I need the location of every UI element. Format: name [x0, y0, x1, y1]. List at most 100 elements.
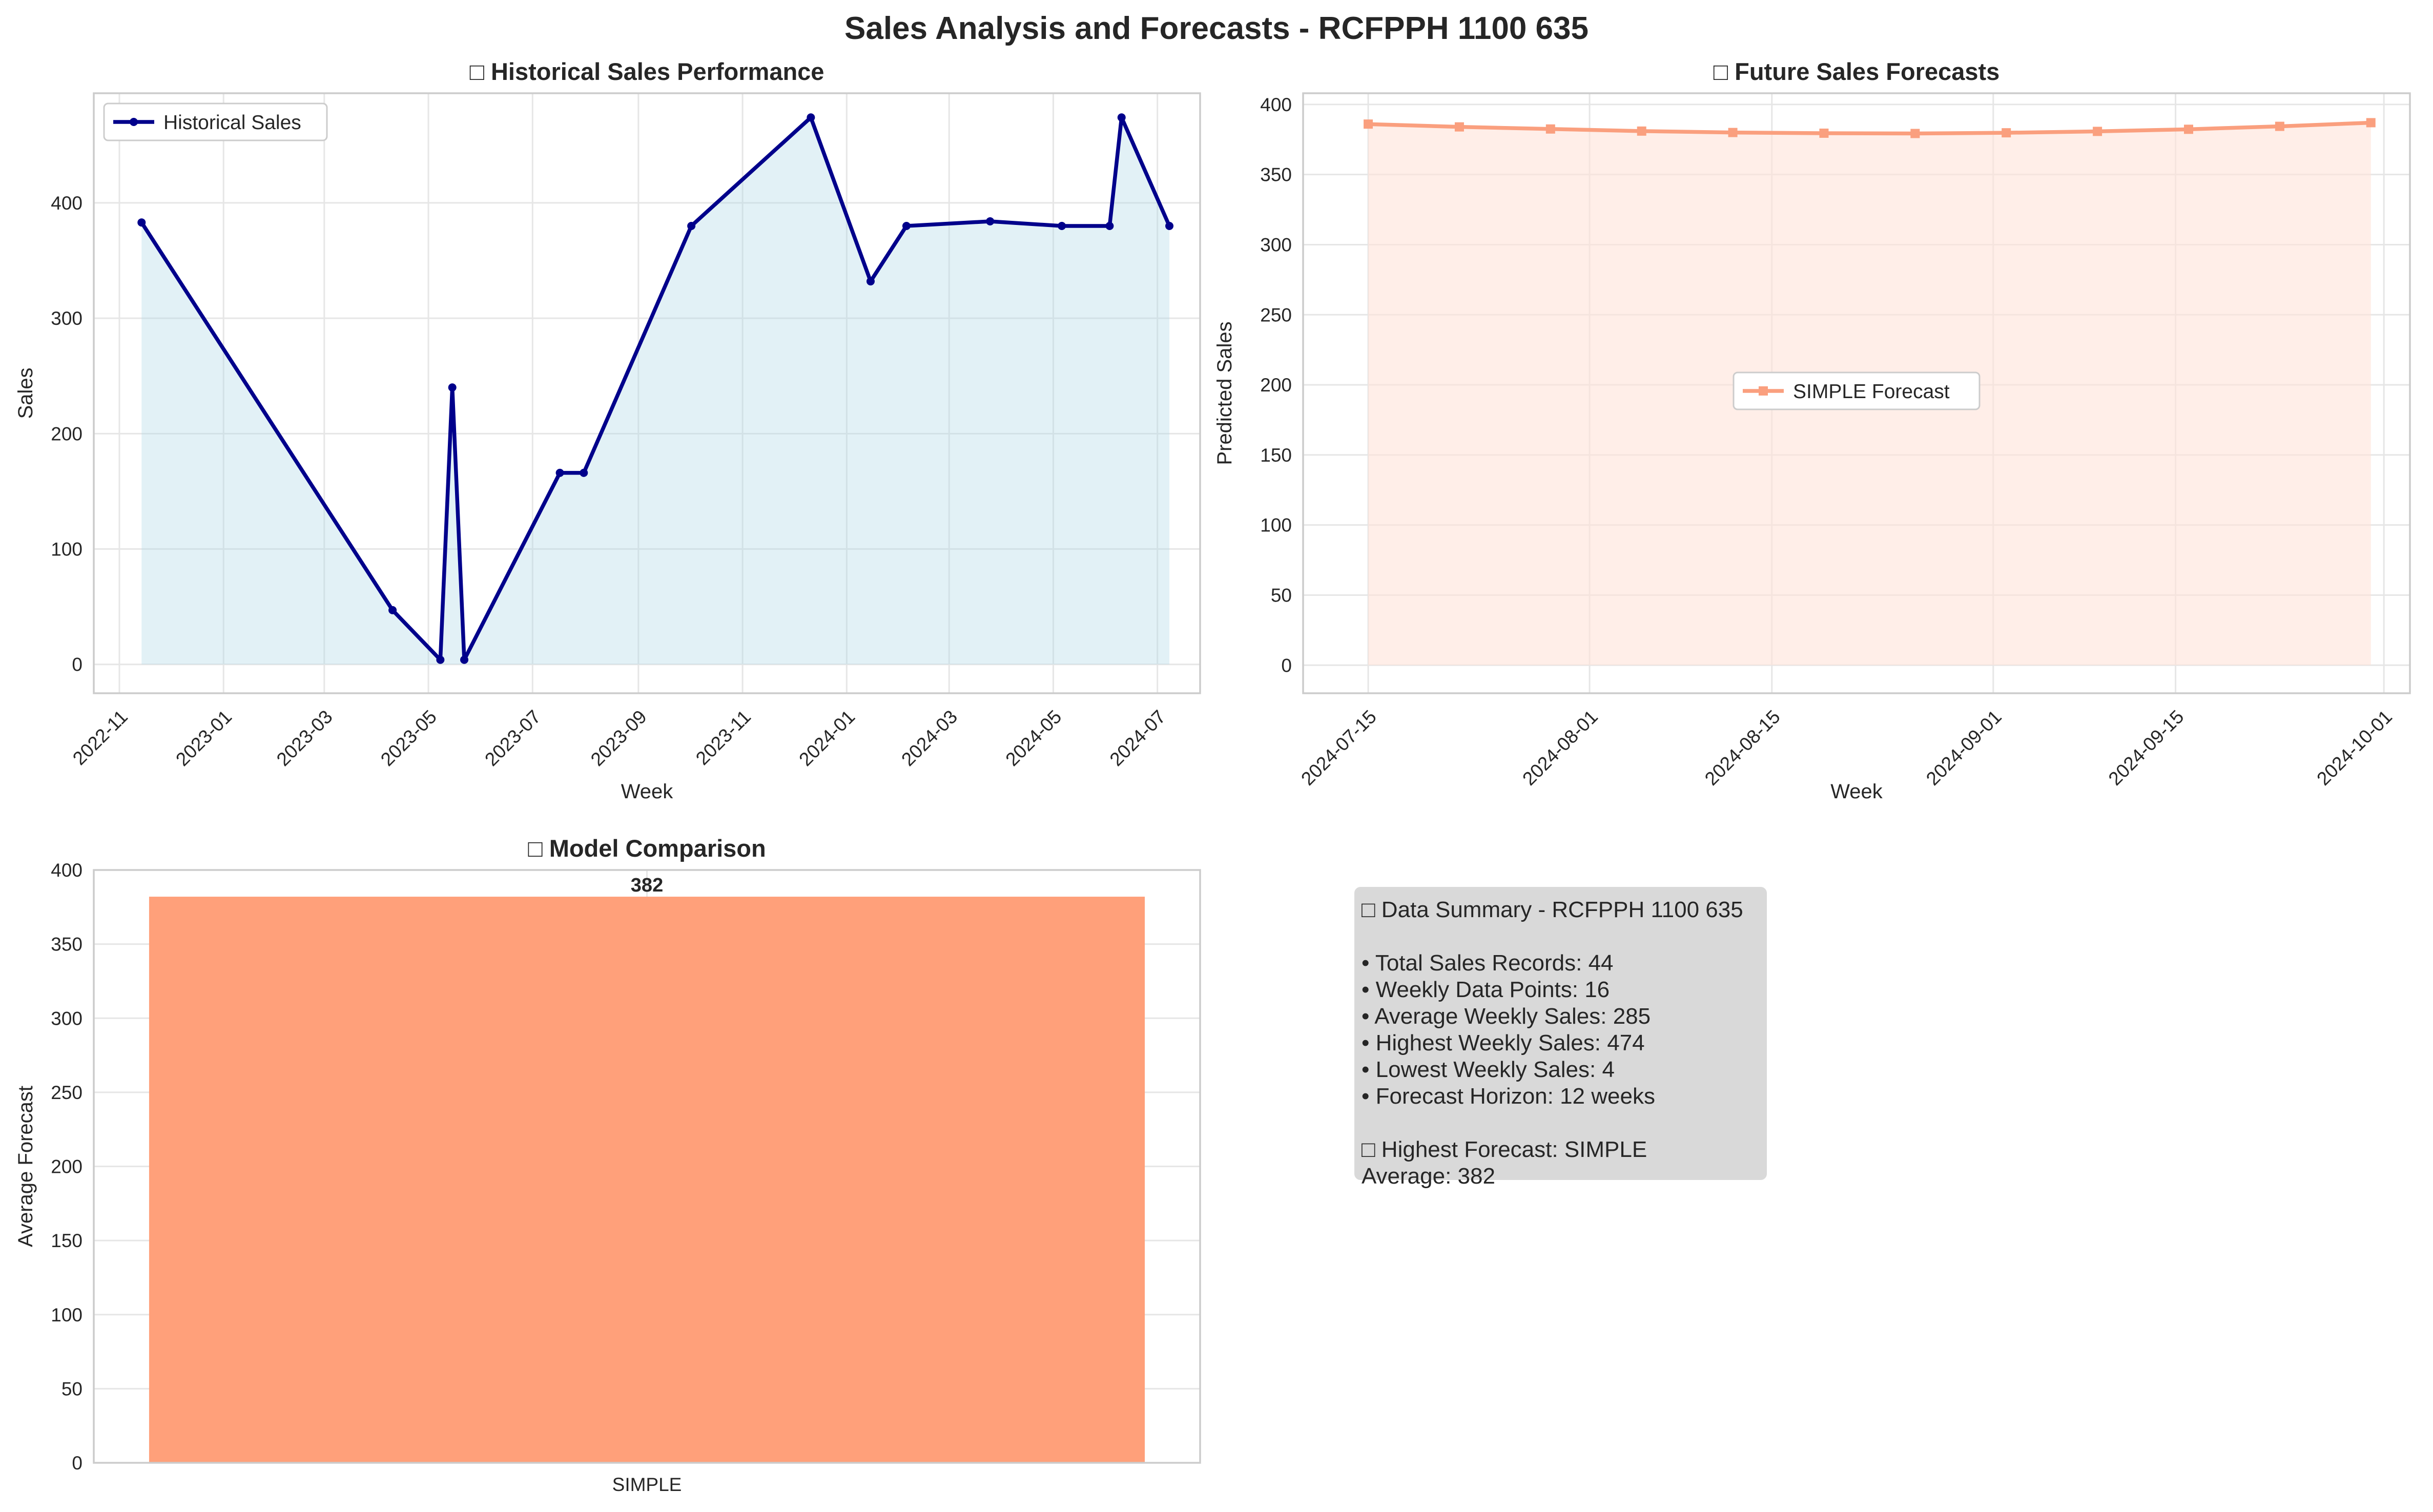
summary-line: • Forecast Horizon: 12 weeks — [1362, 1084, 1655, 1109]
data-point — [1105, 221, 1114, 230]
panel-title: □ Model Comparison — [528, 835, 766, 862]
legend-label: Historical Sales — [163, 112, 301, 134]
summary-line: • Total Sales Records: 44 — [1362, 950, 1614, 976]
data-point — [2002, 128, 2011, 138]
y-tick-label: 300 — [51, 1008, 83, 1029]
summary-line: • Highest Weekly Sales: 474 — [1362, 1030, 1645, 1055]
series-area — [141, 117, 1170, 665]
data-point — [580, 468, 588, 477]
data-point — [866, 277, 875, 286]
y-axis-label: Sales — [14, 367, 37, 419]
historical-sales-panel: 2022-11 2023-01 2023-03 2023-05 2023-07 2023-… — [14, 58, 1201, 803]
data-point — [1117, 113, 1126, 122]
plot-frame — [93, 92, 1201, 694]
summary-line: • Weekly Data Points: 16 — [1362, 977, 1610, 1002]
y-tick-label: 300 — [51, 308, 83, 329]
figure-title: Sales Analysis and Forecasts - RCFPPH 11… — [844, 11, 1589, 46]
bar-value-label: 382 — [631, 875, 663, 896]
x-tick-label: 2024-05 — [1001, 706, 1065, 770]
panel-title: □ Future Sales Forecasts — [1714, 58, 2000, 85]
y-tick-label: 300 — [1260, 234, 1292, 255]
x-tick-label: 2023-07 — [481, 706, 545, 770]
summary-line: □ Data Summary - RCFPPH 1100 635 — [1362, 897, 1743, 922]
x-tick-label: 2024-09-01 — [1922, 706, 2006, 790]
data-point — [1545, 124, 1555, 134]
legend-box — [1733, 371, 1981, 410]
y-tick-label: 0 — [1281, 655, 1292, 676]
data-point — [2184, 125, 2193, 134]
data-point — [1728, 128, 1738, 137]
summary-line: • Lowest Weekly Sales: 4 — [1362, 1057, 1615, 1082]
legend: Historical Sales — [103, 102, 328, 141]
summary-box — [1354, 887, 1767, 1180]
x-tick-label: 2024-07-15 — [1297, 706, 1380, 790]
data-point — [388, 606, 397, 614]
y-tick-label: 150 — [51, 1230, 83, 1251]
y-tick-label: 200 — [51, 423, 83, 444]
x-axis-label: Week — [621, 780, 674, 803]
y-tick-label: 350 — [1260, 164, 1292, 185]
y-axis-label: Average Forecast — [14, 1086, 37, 1247]
x-axis-label: Week — [1830, 780, 1883, 803]
legend-marker — [1759, 386, 1768, 396]
y-tick-label: 0 — [72, 654, 83, 675]
x-tick-label: 2024-01 — [795, 706, 859, 770]
data-point — [436, 655, 445, 664]
data-point — [986, 217, 995, 225]
bar — [149, 897, 1145, 1463]
model-comparison-panel: 0 50 100 150 200 250 300 350 400 382 SIMPLE □ Model… — [14, 835, 1201, 1495]
x-tick-label: 2023-03 — [273, 706, 337, 770]
x-tick-label: 2023-05 — [377, 706, 441, 770]
x-tick-label: 2022-11 — [69, 706, 132, 769]
y-tick-label: 50 — [1271, 585, 1292, 606]
x-tick-label: 2024-09-15 — [2105, 706, 2188, 790]
summary-line: Average: 382 — [1362, 1164, 1495, 1189]
data-point — [1454, 122, 1464, 132]
x-tick-label: 2024-03 — [897, 706, 961, 770]
x-tick-label: 2024-07 — [1106, 706, 1170, 770]
x-tick-label: 2023-11 — [692, 706, 755, 769]
data-point — [2366, 118, 2376, 128]
y-tick-label: 250 — [1260, 304, 1292, 325]
y-tick-label: 400 — [1260, 94, 1292, 115]
x-tick-label: 2024-08-01 — [1518, 706, 1602, 790]
legend-label: SIMPLE Forecast — [1793, 381, 1950, 403]
y-tick-label: 150 — [1260, 445, 1292, 466]
data-point — [460, 655, 468, 664]
y-axis-label: Predicted Sales — [1213, 321, 1236, 465]
data-point — [1058, 221, 1066, 230]
data-point — [2275, 121, 2284, 131]
y-tick-label: 350 — [51, 934, 83, 955]
data-point — [1819, 128, 1829, 138]
forecast-panel: 2024-07-15 2024-08-01 2024-08-15 2024-09-01… — [1213, 58, 2411, 803]
plot-frame — [93, 869, 1201, 1464]
summary-line: □ Highest Forecast: SIMPLE — [1362, 1137, 1647, 1162]
legend-box — [103, 102, 328, 141]
data-point — [555, 468, 564, 477]
data-point — [1165, 221, 1174, 230]
y-tick-label: 200 — [51, 1156, 83, 1177]
x-tick-label: 2023-01 — [172, 706, 236, 770]
plot-frame — [1302, 92, 2411, 694]
y-tick-label: 100 — [51, 539, 83, 560]
y-tick-label: 200 — [1260, 375, 1292, 396]
legend-marker — [130, 118, 138, 126]
y-tick-label: 50 — [61, 1378, 83, 1399]
x-tick-label: 2024-08-15 — [1701, 706, 1784, 790]
data-point — [2093, 127, 2102, 136]
series-line — [140, 115, 1171, 662]
data-point — [1637, 126, 1646, 136]
y-tick-label: 400 — [51, 860, 83, 881]
y-tick-label: 0 — [72, 1453, 83, 1474]
data-point — [687, 221, 696, 230]
data-summary-panel: □ Data Summary - RCFPPH 1100 635 • Total … — [1354, 887, 1767, 1189]
legend: SIMPLE Forecast — [1733, 371, 1981, 410]
x-tick-label: 2023-09 — [587, 706, 651, 770]
data-point — [137, 218, 146, 227]
y-tick-label: 250 — [51, 1082, 83, 1103]
data-point — [1364, 119, 1373, 129]
series-line — [1368, 120, 2371, 136]
y-tick-label: 100 — [51, 1304, 83, 1325]
